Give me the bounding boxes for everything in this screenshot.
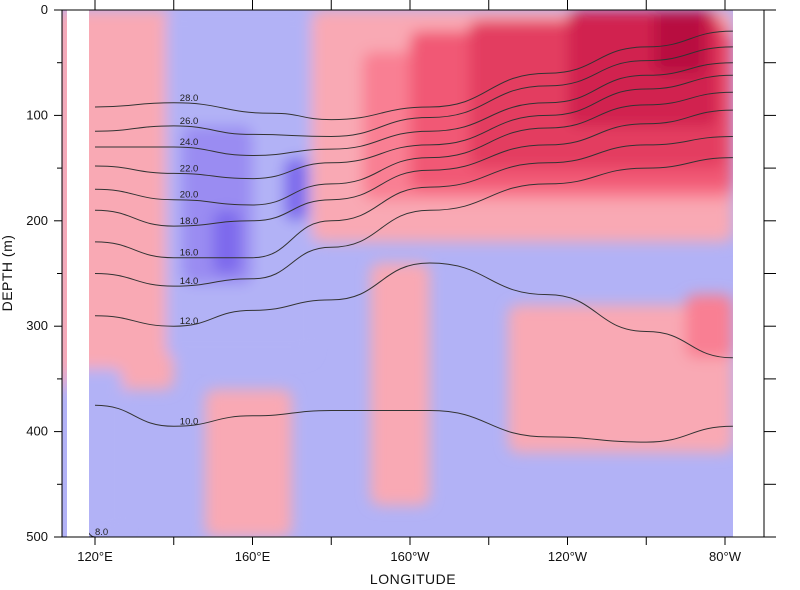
isotherm-26.0 <box>94 46 733 138</box>
anomaly-region-pos-0 <box>205 389 292 537</box>
isotherm-22.0 <box>94 74 733 180</box>
isotherm-20.0 <box>94 91 733 206</box>
isotherm-24.0 <box>94 62 733 157</box>
isotherm-label-18.0: 18.0 <box>180 216 199 227</box>
plot-area: 28.0 26.0 24.0 22.0 20.0 18.0 16.0 14.0 12.0 10.0… <box>62 10 764 538</box>
anomaly-region-pos-0 <box>62 10 174 390</box>
isotherm-label-28.0: 28.0 <box>180 93 199 104</box>
y-tick-label: 400 <box>26 424 48 439</box>
missing-data-strip <box>67 10 89 537</box>
anomaly-region-pos-1 <box>685 294 733 358</box>
anomaly-region-neg-2 <box>213 210 241 274</box>
isotherm-label-14.0: 14.0 <box>180 276 199 287</box>
isotherm-14.0 <box>94 157 733 287</box>
y-tick-label: 500 <box>26 529 48 544</box>
isotherm-label-22.0: 22.0 <box>180 163 199 174</box>
x-tick-label: 120°E <box>77 549 113 564</box>
anomaly-region-pos-5 <box>654 10 706 74</box>
isotherm-10.0 <box>94 404 733 443</box>
y-axis-title: DEPTH (m) <box>0 235 15 312</box>
isotherm-label-8.0: 8.0 <box>95 527 108 538</box>
missing-data-strip-east <box>733 10 764 537</box>
axis-ticks: 120°E 160°E 160°W 120°W 80°W 0 100 200 300 400 500 <box>26 0 776 564</box>
isotherm-label-12.0: 12.0 <box>180 316 199 327</box>
isotherm-16.0 <box>94 136 733 259</box>
anomaly-region-pos-0 <box>508 305 733 453</box>
isotherm-label-26.0: 26.0 <box>180 116 199 127</box>
anomaly-region-neg-2 <box>284 157 308 221</box>
y-tick-label: 0 <box>41 2 48 17</box>
x-tick-label: 80°W <box>709 549 742 564</box>
isotherm-18.0 <box>94 109 733 227</box>
x-axis-title: LONGITUDE <box>370 571 456 587</box>
isotherm-12.0 <box>94 262 733 359</box>
isotherm-label-16.0: 16.0 <box>180 248 199 259</box>
y-tick-label: 300 <box>26 318 48 333</box>
x-tick-label: 160°E <box>235 549 271 564</box>
y-tick-label: 100 <box>26 107 48 122</box>
isotherm-label-10.0: 10.0 <box>180 416 199 427</box>
isotherm-contours: 28.0 26.0 24.0 22.0 20.0 18.0 16.0 14.0 12.0 10.0… <box>75 30 733 538</box>
y-tick-label: 200 <box>26 213 48 228</box>
x-tick-label: 160°W <box>390 549 430 564</box>
isotherm-28.0 <box>94 30 733 121</box>
isotherm-label-20.0: 20.0 <box>180 190 199 201</box>
isotherm-label-24.0: 24.0 <box>180 137 199 148</box>
anomaly-region-pos-0 <box>370 262 430 506</box>
x-tick-label: 120°W <box>548 549 588 564</box>
